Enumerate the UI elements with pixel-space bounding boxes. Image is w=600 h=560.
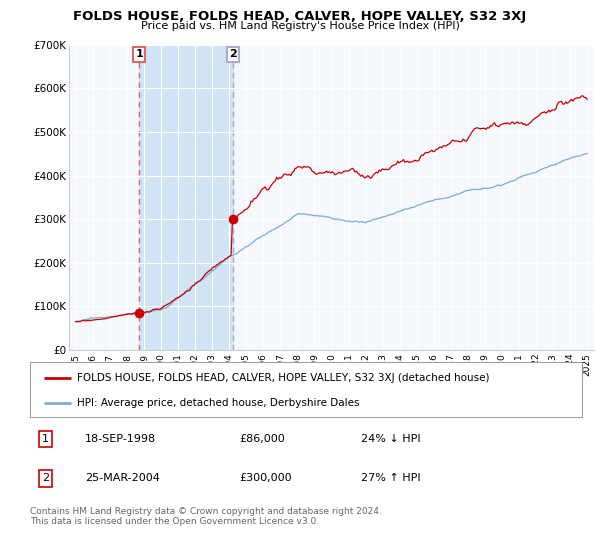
- Text: £86,000: £86,000: [240, 433, 286, 444]
- Text: £300,000: £300,000: [240, 473, 292, 483]
- Text: Price paid vs. HM Land Registry's House Price Index (HPI): Price paid vs. HM Land Registry's House …: [140, 21, 460, 31]
- Bar: [139, 45, 233, 350]
- Text: HPI: Average price, detached house, Derbyshire Dales: HPI: Average price, detached house, Derb…: [77, 399, 359, 408]
- Text: 18-SEP-1998: 18-SEP-1998: [85, 433, 157, 444]
- Text: 2: 2: [229, 49, 237, 59]
- Text: 24% ↓ HPI: 24% ↓ HPI: [361, 433, 421, 444]
- Text: 2: 2: [42, 473, 49, 483]
- Text: 27% ↑ HPI: 27% ↑ HPI: [361, 473, 421, 483]
- Text: 1: 1: [136, 49, 143, 59]
- Text: FOLDS HOUSE, FOLDS HEAD, CALVER, HOPE VALLEY, S32 3XJ: FOLDS HOUSE, FOLDS HEAD, CALVER, HOPE VA…: [73, 10, 527, 23]
- Text: FOLDS HOUSE, FOLDS HEAD, CALVER, HOPE VALLEY, S32 3XJ (detached house): FOLDS HOUSE, FOLDS HEAD, CALVER, HOPE VA…: [77, 373, 490, 382]
- Text: Contains HM Land Registry data © Crown copyright and database right 2024.
This d: Contains HM Land Registry data © Crown c…: [30, 507, 382, 526]
- Text: 25-MAR-2004: 25-MAR-2004: [85, 473, 160, 483]
- Text: 1: 1: [42, 433, 49, 444]
